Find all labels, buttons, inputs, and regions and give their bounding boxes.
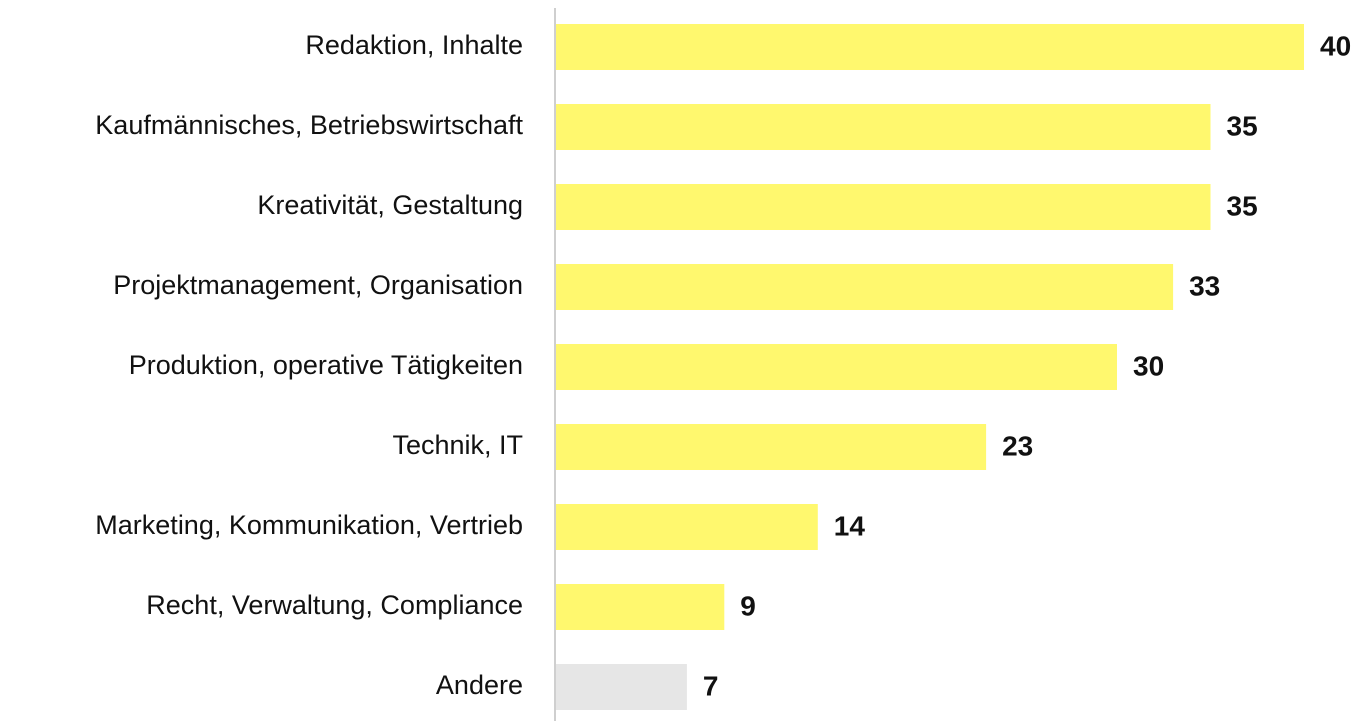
bar (556, 584, 725, 630)
bar (556, 24, 1304, 70)
bar (556, 344, 1117, 390)
category-label: Projektmanagement, Organisation (113, 270, 523, 300)
bar (556, 664, 687, 710)
value-label: 9 (740, 590, 756, 621)
value-label: 33 (1189, 270, 1220, 301)
category-label: Andere (436, 670, 523, 700)
bar (556, 264, 1174, 310)
value-label: 7 (703, 670, 719, 701)
category-label: Recht, Verwaltung, Compliance (146, 590, 523, 620)
value-label: 35 (1227, 110, 1258, 141)
value-label: 40 (1320, 30, 1351, 61)
bar (556, 424, 987, 470)
category-label: Kaufmännisches, Betriebswirtschaft (95, 110, 523, 140)
value-label: 23 (1002, 430, 1033, 461)
value-label: 35 (1227, 190, 1258, 221)
category-label: Technik, IT (392, 430, 523, 460)
category-label: Marketing, Kommunikation, Vertrieb (95, 510, 523, 540)
category-label: Produktion, operative Tätigkeiten (129, 350, 523, 380)
bar (556, 504, 818, 550)
value-label: 30 (1133, 350, 1164, 381)
bar (556, 104, 1211, 150)
value-label: 14 (834, 510, 866, 541)
bar (556, 184, 1211, 230)
category-label: Redaktion, Inhalte (305, 30, 523, 60)
category-label: Kreativität, Gestaltung (257, 190, 523, 220)
